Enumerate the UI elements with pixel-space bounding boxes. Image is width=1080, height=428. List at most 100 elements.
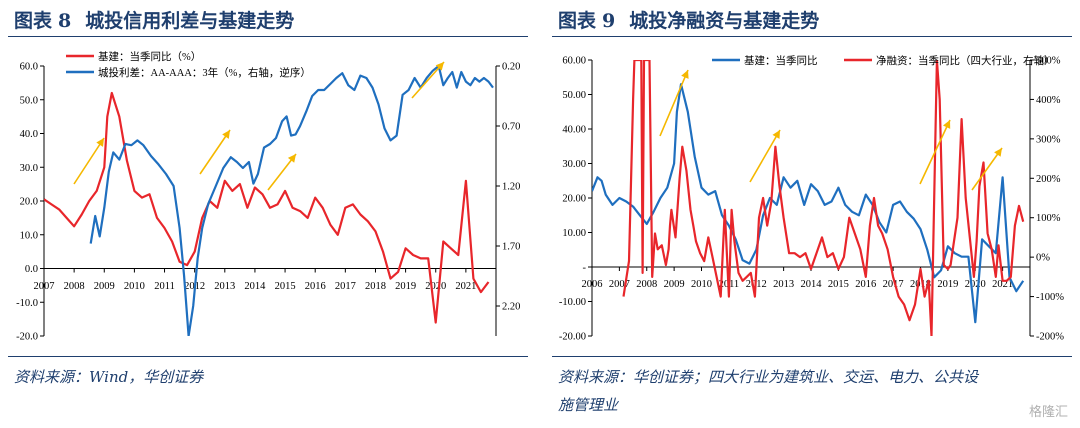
x-tick-label: 2021 xyxy=(455,281,476,292)
trend-arrow-1 xyxy=(199,129,231,175)
figure-8-top-rule xyxy=(8,36,528,37)
right-tick-label: 0.70 xyxy=(502,122,520,133)
trend-arrow-0 xyxy=(73,137,105,185)
left-tick-label: 50.00 xyxy=(562,90,586,101)
figure-8-title: 图表 8 城投信用利差与基建走势 xyxy=(14,6,294,33)
x-tick-label: 2007 xyxy=(609,279,630,290)
trend-arrowhead-3 xyxy=(994,148,1002,157)
x-tick-label: 2010 xyxy=(124,281,145,292)
series-group xyxy=(44,66,494,336)
trend-arrowhead-1 xyxy=(772,130,780,139)
figure-8-number: 8 xyxy=(58,10,72,32)
trend-arrow-2 xyxy=(919,119,951,185)
right-tick-label: 200% xyxy=(1036,174,1061,185)
right-tick-label: 400% xyxy=(1036,95,1061,106)
x-tick-label: 2013 xyxy=(214,281,235,292)
figure-8-label: 图表 xyxy=(14,10,53,32)
series-line-1 xyxy=(622,60,1025,336)
figure-9-top-rule xyxy=(552,36,1072,37)
left-tick-label: 60.0 xyxy=(20,62,38,73)
trend-arrow-3 xyxy=(971,147,1003,191)
left-tick-label: - xyxy=(583,263,587,274)
left-tick-label: -10.00 xyxy=(559,297,586,308)
x-tick-label: 2015 xyxy=(828,279,849,290)
x-tick-label: 2006 xyxy=(582,279,603,290)
right-tick-label: -200% xyxy=(1036,332,1064,343)
x-tick-label: 2013 xyxy=(773,279,794,290)
figure-9-chart: -20.00-10.00-10.0020.0030.0040.0050.0060… xyxy=(559,54,1064,343)
x-tick-label: 2017 xyxy=(883,279,904,290)
figure-8-panel: 图表 8 城投信用利差与基建走势 -20.0 -10.0 0.0 10.0 20.0 30.0… xyxy=(8,0,536,428)
trend-arrowhead-3 xyxy=(435,62,444,71)
x-tick-label: 2007 xyxy=(34,281,55,292)
figure-9-source-line1: 资料来源：华创证券；四大行业为建筑业、交运、电力、公共设 xyxy=(558,368,979,386)
series-line-0 xyxy=(44,91,490,324)
left-tick-label: 40.00 xyxy=(562,125,586,136)
legend-label-0: 基建：当季同比（%） xyxy=(98,50,201,63)
figure-9-bottom-rule xyxy=(552,356,1072,357)
series-line-0 xyxy=(592,83,1025,324)
right-tick-label: 100% xyxy=(1036,213,1061,224)
figure-9-number: 9 xyxy=(602,10,616,32)
x-tick-label: 2009 xyxy=(94,281,115,292)
left-tick-label: 40.0 xyxy=(20,129,38,140)
left-tick-label: -20.00 xyxy=(559,332,586,343)
trend-arrowhead-0 xyxy=(681,70,689,79)
x-tick-label: 2011 xyxy=(154,281,175,292)
left-tick-label: -10.0 xyxy=(16,298,38,309)
figure-8-source: 资料来源：Wind，华创证券 xyxy=(14,368,204,386)
trend-arrowhead-1 xyxy=(222,130,230,139)
figure-8-bottom-rule xyxy=(8,356,528,357)
x-tick-label: 2018 xyxy=(910,279,931,290)
right-tick-label: 0.20 xyxy=(502,62,520,73)
x-tick-label: 2019 xyxy=(937,279,958,290)
x-tick-label: 2009 xyxy=(664,279,685,290)
trend-arrow-0 xyxy=(659,69,689,137)
x-tick-label: 2018 xyxy=(365,281,386,292)
figure-9-title: 图表 9 城投净融资与基建走势 xyxy=(558,6,819,33)
left-tick-label: 30.00 xyxy=(562,159,586,170)
x-tick-label: 2021 xyxy=(992,279,1013,290)
series-group xyxy=(592,60,1025,336)
x-tick-label: 2016 xyxy=(305,281,326,292)
left-tick-label: 20.0 xyxy=(20,197,38,208)
figure-8-title-text: 城投信用利差与基建走势 xyxy=(85,10,295,32)
watermark: 格隆汇 xyxy=(1028,405,1068,420)
left-tick-label: 50.0 xyxy=(20,95,38,106)
x-tick-label: 2019 xyxy=(395,281,416,292)
left-tick-label: -20.0 xyxy=(16,332,38,343)
x-tick-label: 2017 xyxy=(335,281,356,292)
x-tick-label: 2016 xyxy=(855,279,876,290)
left-tick-label: 10.00 xyxy=(562,228,586,239)
x-tick-label: 2008 xyxy=(636,279,657,290)
legend-label-1: 城投利差：AA-AAA：3年（%，右轴，逆序） xyxy=(98,66,311,79)
trend-arrowhead-2 xyxy=(287,154,296,163)
figure-9-label: 图表 xyxy=(558,10,597,32)
right-tick-label: 300% xyxy=(1036,134,1061,145)
x-tick-label: 2010 xyxy=(691,279,712,290)
figure-9-title-text: 城投净融资与基建走势 xyxy=(629,10,820,32)
legend-label-0: 基建：当季同比 xyxy=(744,54,818,67)
figure-9-panel: 图表 9 城投净融资与基建走势 -20.00 -10.00-10.00 20.00 30.… xyxy=(552,0,1080,428)
trend-arrowhead-2 xyxy=(943,120,951,129)
x-tick-label: 2020 xyxy=(965,279,986,290)
right-tick-label: -100% xyxy=(1036,292,1064,303)
legend-label-1: 净融资：当季同比（四大行业，右轴） xyxy=(876,54,1055,67)
x-tick-label: 2008 xyxy=(64,281,85,292)
x-tick-label: 2014 xyxy=(801,279,823,290)
x-tick-label: 2014 xyxy=(244,281,266,292)
figure-8-chart: -20.0 -10.0 0.0 10.0 20.0 30.0 40.0 50.0 60.0 0.2… xyxy=(16,50,520,343)
right-tick-label: 1.20 xyxy=(502,182,520,193)
series-line-1 xyxy=(89,66,494,336)
left-tick-label: 60.00 xyxy=(562,56,586,67)
trend-arrowhead-0 xyxy=(96,138,104,147)
right-tick-label: 500% xyxy=(1036,56,1061,67)
trend-arrow-3 xyxy=(411,61,445,99)
right-tick-label: 2.20 xyxy=(502,302,520,313)
figure-9-source-line2: 施管理业 xyxy=(558,396,619,414)
left-tick-label: 0.0 xyxy=(25,264,38,275)
left-tick-label: 30.0 xyxy=(20,163,38,174)
right-tick-label: 1.70 xyxy=(502,242,520,253)
left-tick-label: 10.0 xyxy=(20,230,38,241)
right-tick-label: 0% xyxy=(1036,253,1050,264)
